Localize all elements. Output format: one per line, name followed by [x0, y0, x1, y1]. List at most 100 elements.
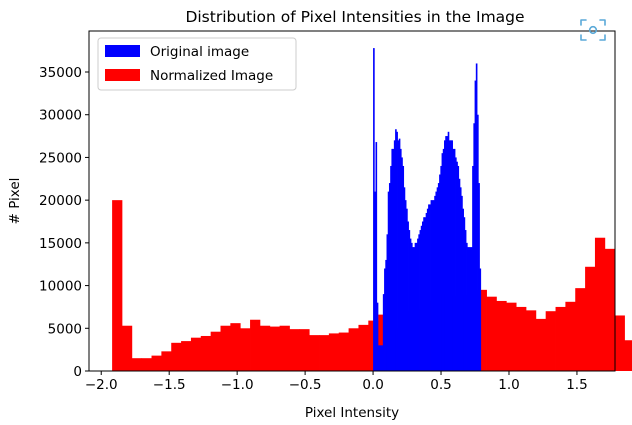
bar-original [466, 242, 468, 371]
bar-original [373, 48, 375, 372]
bar-original [397, 140, 400, 371]
x-tick-label: 0.0 [362, 377, 383, 393]
bar-original [470, 247, 473, 371]
bar-normalized [545, 311, 556, 371]
bar-original [385, 259, 387, 371]
bar-normalized [496, 300, 507, 371]
bar-original [404, 200, 407, 371]
bar-original [412, 247, 414, 371]
bar-normalized [555, 306, 566, 371]
bar-normalized [604, 248, 616, 371]
x-tick-label: 1.0 [498, 377, 519, 393]
bar-original [403, 187, 406, 371]
bar-original [442, 148, 445, 371]
chart-title: Distribution of Pixel Intensities in the… [185, 8, 524, 26]
plot-frame [88, 30, 616, 372]
bar-original [415, 242, 418, 371]
bar-original [418, 234, 420, 371]
bar-normalized [171, 342, 182, 371]
bar-original [472, 165, 474, 371]
scan-button[interactable] [578, 16, 608, 44]
bar-normalized [565, 301, 576, 371]
bar-normalized [476, 289, 487, 371]
bar-original [451, 140, 453, 371]
bar-original [409, 238, 412, 371]
bar-normalized [190, 337, 202, 371]
bar-normalized [525, 310, 537, 371]
bar-original [452, 148, 455, 371]
y-tick-label: 5000 [48, 321, 82, 337]
bar-original [382, 294, 385, 371]
bar-original [479, 268, 482, 371]
y-tick-label: 10000 [39, 279, 82, 295]
bar-normalized [112, 200, 123, 371]
x-tick-label: 1.5 [566, 377, 587, 393]
bar-normalized [348, 328, 359, 371]
bar-original [461, 195, 463, 371]
bar-original [423, 217, 425, 371]
bar-original [387, 191, 390, 371]
bar-original [426, 208, 429, 371]
bar-normalized [121, 325, 133, 371]
bar-normalized [319, 335, 330, 371]
bar-normalized [220, 325, 231, 371]
bar-original [407, 221, 409, 371]
bar-original [456, 161, 458, 371]
bar-normalized [535, 318, 547, 371]
bar-original [430, 200, 433, 371]
scan-icon [580, 19, 606, 41]
bar-original [445, 136, 447, 371]
bar-original [436, 187, 439, 371]
bar-normalized [230, 323, 241, 371]
bar-original [381, 345, 384, 371]
legend-box [97, 37, 297, 91]
x-axis: −2.0 −1.5 −1.0 −0.5 0.0 0.5 1.0 1.5 [85, 371, 588, 393]
bar-original [401, 157, 403, 371]
x-tick-label: −2.0 [85, 377, 118, 393]
bar-original [422, 221, 424, 371]
bar-original [467, 247, 469, 371]
bar-normalized [269, 326, 281, 371]
bar-original [462, 208, 464, 371]
y-axis-label: # Pixel [7, 178, 23, 225]
bar-original [379, 345, 381, 371]
bar-normalized [506, 302, 517, 371]
bar-original [414, 242, 417, 371]
bar-normalized [299, 329, 310, 371]
bar-normalized [614, 315, 625, 371]
bar-normalized [200, 335, 212, 371]
legend-label-original: Original image [150, 44, 249, 60]
bar-original [457, 165, 460, 371]
bar-original [390, 165, 392, 371]
bar-original [384, 268, 386, 371]
bar-original [395, 129, 397, 371]
bar-original [448, 140, 451, 371]
bar-normalized [210, 331, 221, 371]
legend-swatch-original [105, 45, 140, 57]
bar-original [413, 247, 416, 371]
bar-original [425, 212, 428, 371]
bar-original [458, 178, 461, 371]
bar-normalized [259, 325, 271, 371]
bar-original [441, 153, 444, 371]
bar-normalized [338, 332, 349, 371]
bar-original [453, 148, 456, 371]
bar-normalized [585, 266, 596, 371]
bar-normalized [486, 296, 497, 371]
y-axis: 0 5000 10000 15000 20000 25000 30000 35000 [39, 65, 89, 380]
bar-normalized [141, 358, 152, 371]
bar-original [474, 80, 477, 372]
bar-original [398, 138, 401, 371]
bar-original [419, 230, 422, 371]
bar-normalized [131, 358, 143, 371]
legend: Original image Normalized Image [97, 37, 297, 91]
bar-original [399, 148, 402, 371]
bar-original [459, 187, 462, 371]
bar-original [437, 183, 440, 371]
bar-original [450, 140, 452, 371]
bar-original [478, 183, 480, 371]
x-axis-label: Pixel Intensity [305, 405, 399, 421]
bar-original [468, 247, 471, 371]
bar-original [440, 165, 442, 371]
